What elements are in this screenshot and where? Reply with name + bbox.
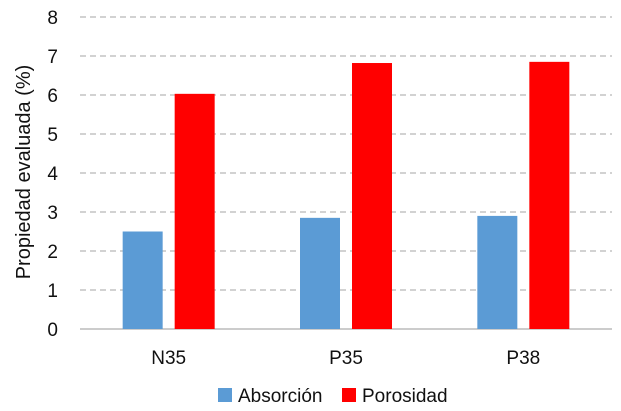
bar-n35-absorcion [122,231,163,329]
y-tick-label: 1 [47,281,58,302]
gridlines [80,16,612,291]
bars [122,61,570,330]
y-axis-label: Propiedad evaluada (%) [13,65,35,280]
x-category-label: P38 [506,348,540,369]
bar-n35-porosidad [174,93,215,329]
y-tick-label: 8 [47,8,58,29]
legend-label: Absorción [238,386,323,407]
y-tick-label: 6 [47,86,58,107]
y-tick-label: 2 [47,242,58,263]
bar-p35-absorcion [300,217,340,329]
y-tick-label: 3 [47,203,58,224]
x-category-label: N35 [151,348,186,369]
bar-p35-porosidad [352,63,392,330]
y-tick-label: 4 [47,164,58,185]
x-axis-categories: N35 P35 P38 [151,348,540,369]
y-tick-label: 5 [47,125,58,146]
legend-label: Porosidad [362,386,448,407]
y-axis-ticks: 0 1 2 3 4 5 6 7 8 [47,8,58,341]
legend-swatch [218,388,232,402]
y-tick-label: 0 [47,320,58,341]
x-category-label: P35 [329,348,363,369]
bar-p38-porosidad [529,61,570,329]
y-tick-label: 7 [47,47,58,68]
bar-p38-absorcion [477,215,518,329]
legend: Absorción Porosidad [218,386,448,407]
legend-swatch [342,388,356,402]
